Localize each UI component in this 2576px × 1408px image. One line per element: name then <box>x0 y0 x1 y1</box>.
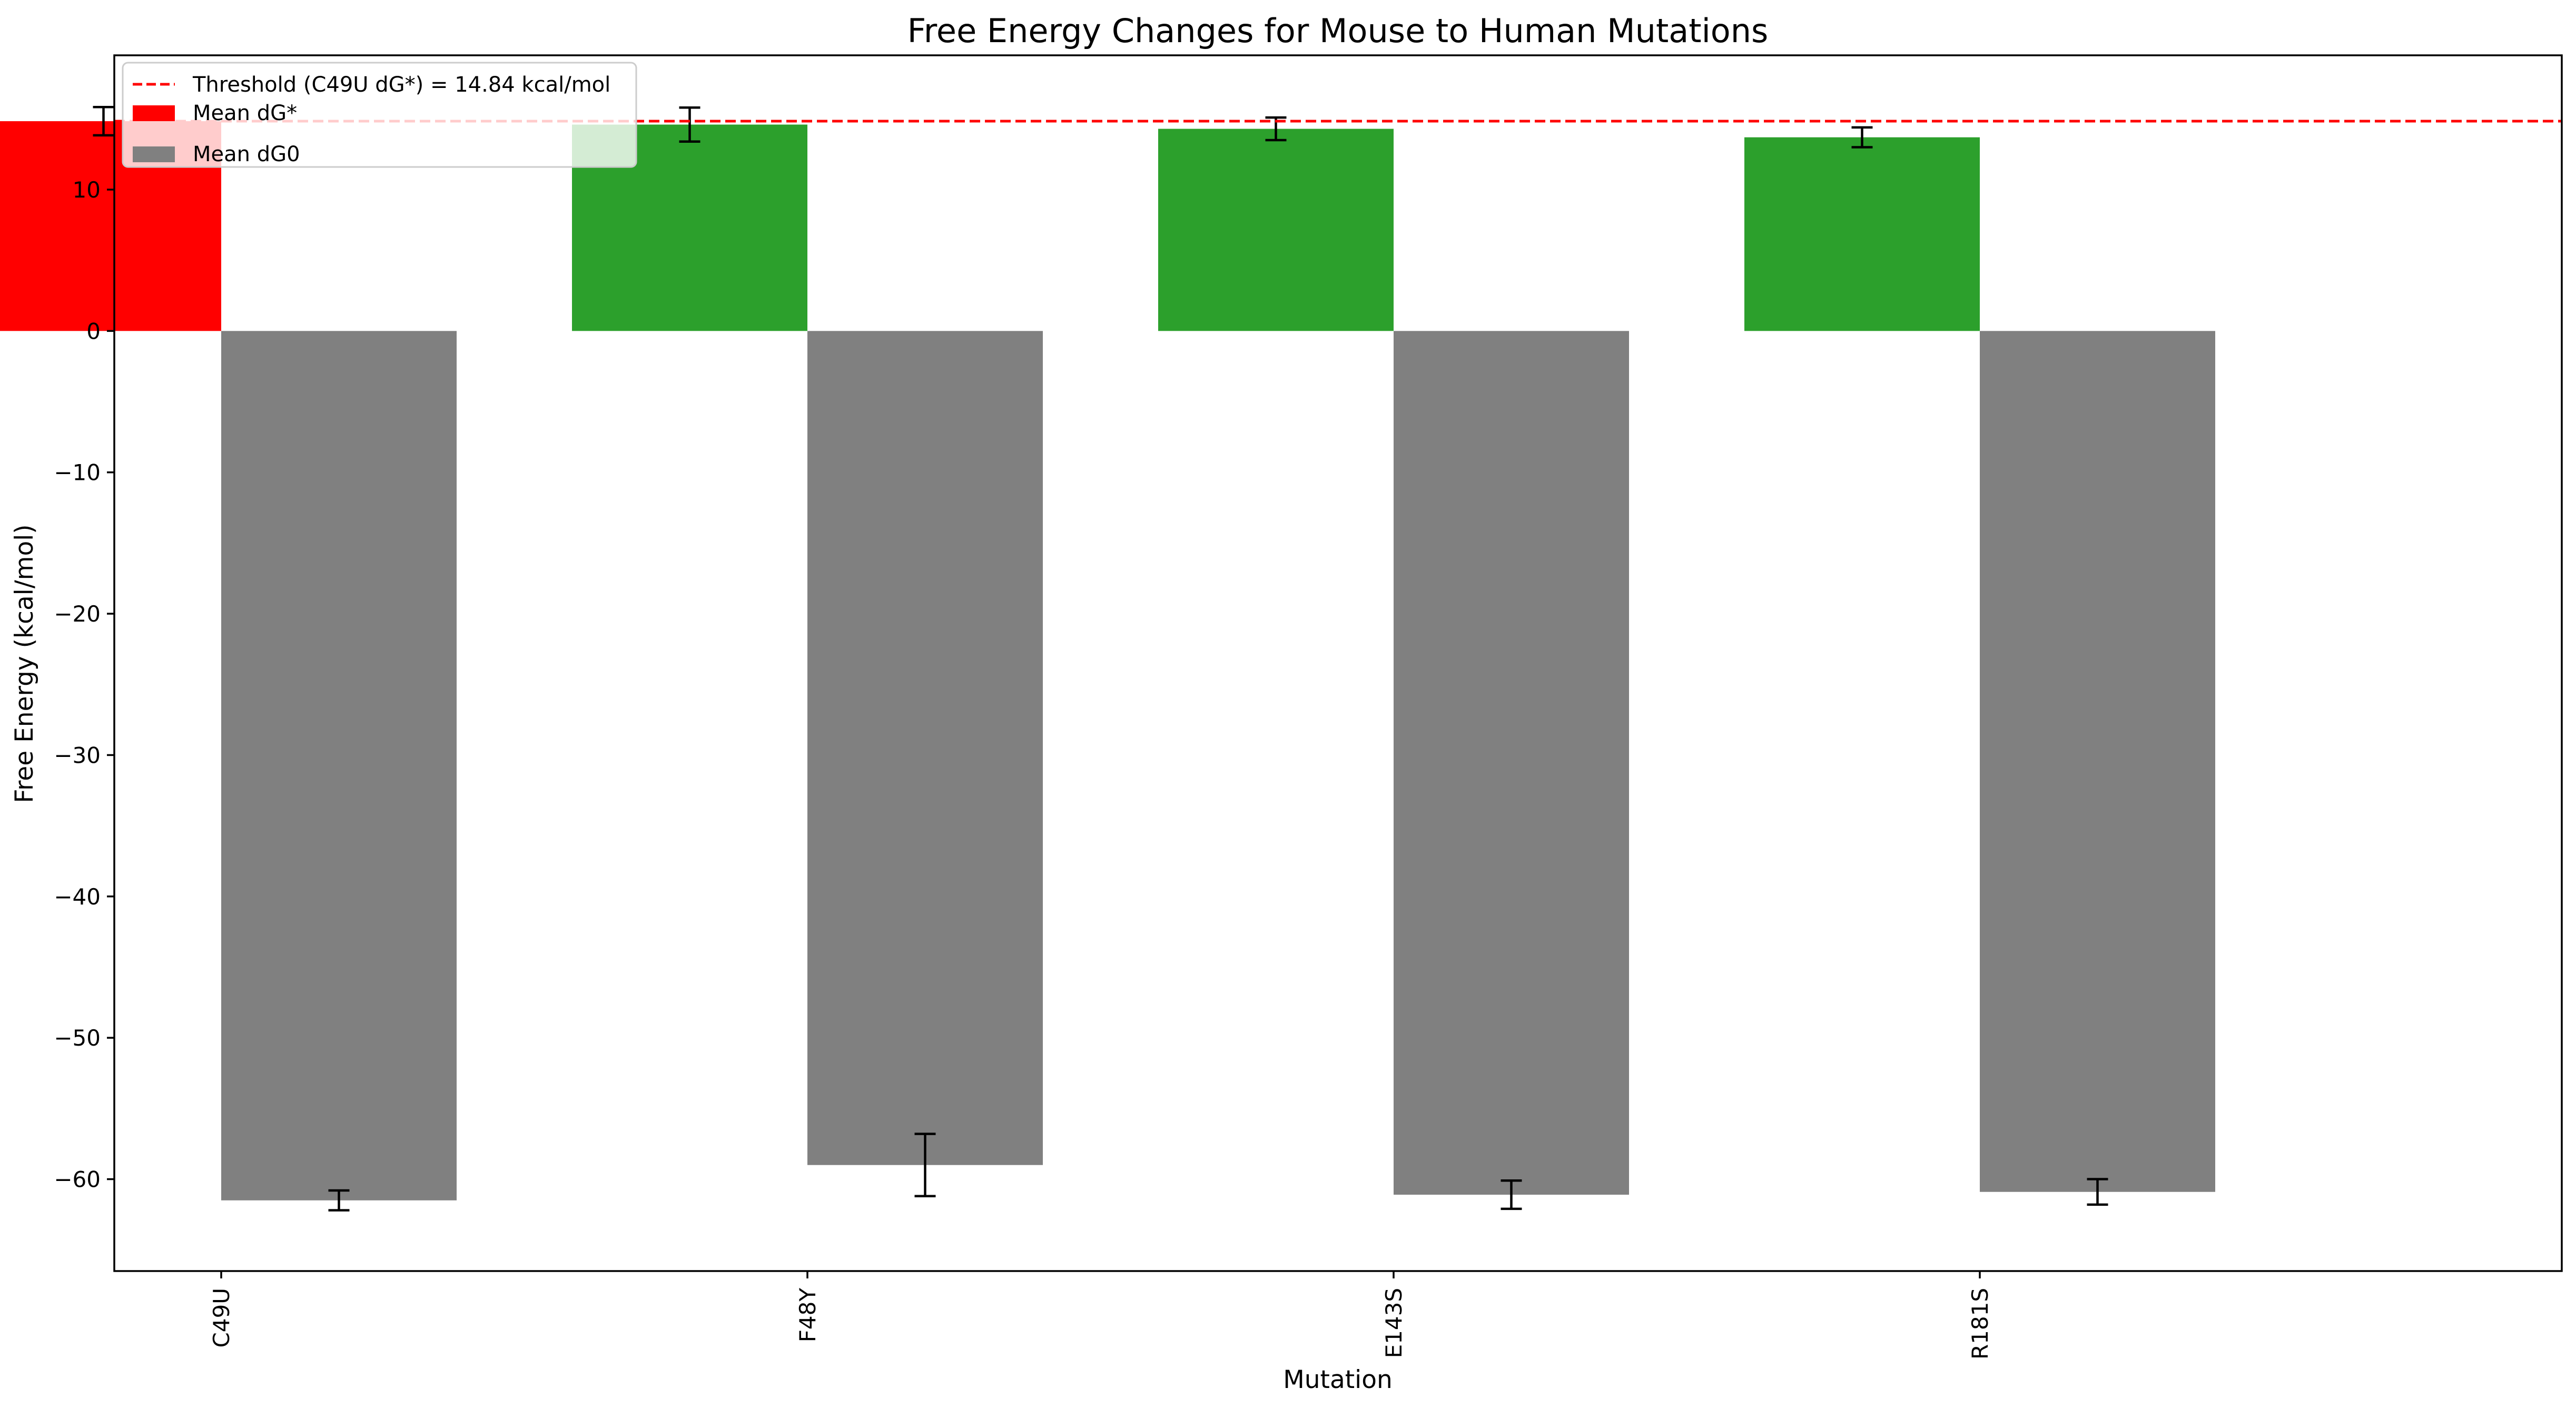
error-bar-dg0-e143s <box>1501 1179 1522 1210</box>
legend-entry-threshold: Threshold (C49U dG*) = 14.84 kcal/mol <box>133 73 610 97</box>
bar-dgstar-r181s <box>1744 137 1980 331</box>
legend-swatch-dg0 <box>133 146 175 162</box>
bar-dg0-c49u <box>221 331 457 1200</box>
bar-dg0-f48y <box>807 331 1043 1165</box>
axes-frame <box>113 54 2563 1272</box>
legend-swatch-dgstar <box>133 105 175 121</box>
y-tick-label: −50 <box>54 1025 101 1051</box>
x-axis-label: Mutation <box>1283 1365 1393 1394</box>
y-tick-label: −30 <box>54 742 101 768</box>
bar-dgstar-e143s <box>1158 129 1394 331</box>
y-tick-label: −20 <box>54 601 101 627</box>
legend-label-dgstar: Mean dG* <box>193 101 297 125</box>
y-tick-label: −10 <box>54 460 101 486</box>
bar-dg0-e143s <box>1394 331 1629 1195</box>
bar-dg0-r181s <box>1980 331 2215 1192</box>
error-bar-dg0-c49u <box>328 1189 350 1212</box>
error-bar-dgstar-r181s <box>1851 126 1873 149</box>
y-tick-label: 0 <box>86 318 101 344</box>
chart-title: Free Energy Changes for Mouse to Human M… <box>907 12 1769 50</box>
legend-frame <box>122 62 637 168</box>
error-bar-dg0-r181s <box>2087 1178 2108 1206</box>
legend-label-threshold: Threshold (C49U dG*) = 14.84 kcal/mol <box>192 73 610 97</box>
legend-entry-dgstar: Mean dG* <box>133 101 297 125</box>
y-axis-label: Free Energy (kcal/mol) <box>10 524 39 803</box>
y-tick-label: 10 <box>73 177 101 203</box>
error-bar-dgstar-f48y <box>679 106 700 143</box>
x-tick-label-e143s: E143S <box>1381 1288 1407 1358</box>
error-bar-dgstar-c49u <box>93 105 114 137</box>
axes: 10 0 −10 −20 −30 −40 −50 −60 C49U F48Y E143S R181S <box>54 54 2563 1360</box>
x-tick-label-r181s: R181S <box>1967 1288 1993 1360</box>
y-tick-label: −60 <box>54 1167 101 1193</box>
y-tick-label: −40 <box>54 884 101 910</box>
legend-entry-dg0: Mean dG0 <box>133 142 300 166</box>
legend-label-dg0: Mean dG0 <box>193 142 300 166</box>
x-tick-label-f48y: F48Y <box>795 1288 821 1343</box>
error-bar-dg0-f48y <box>914 1133 936 1198</box>
legend: Threshold (C49U dG*) = 14.84 kcal/mol Mea… <box>122 62 637 168</box>
x-tick-label-c49u: C49U <box>209 1288 234 1348</box>
